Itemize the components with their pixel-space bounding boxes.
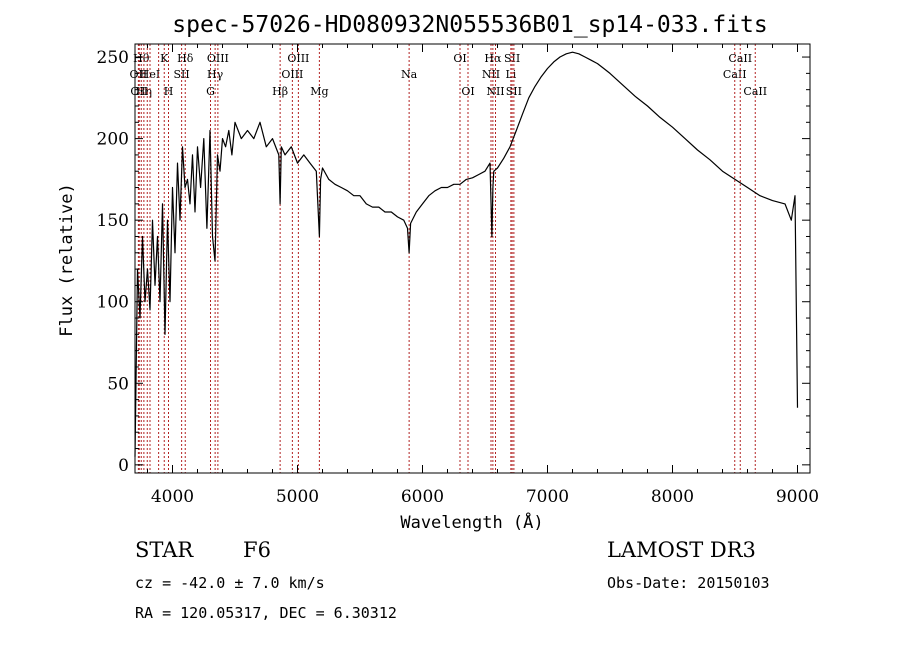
y-tick-label: 100	[97, 293, 129, 313]
y-tick-label: 150	[97, 211, 129, 231]
coordinates: RA = 120.05317, DEC = 6.30312	[135, 604, 397, 622]
line-marker-label: G	[206, 85, 215, 98]
x-tick-label: 9000	[776, 487, 819, 507]
line-marker-label: OIII	[287, 52, 309, 65]
line-marker-label: Hβ	[272, 85, 288, 98]
flux-line	[134, 51, 799, 457]
object-class: STAR	[135, 538, 194, 562]
line-marker-label: OI	[453, 52, 466, 65]
line-marker-label: Hγ	[207, 68, 224, 81]
line-marker-label: Hδ	[177, 52, 194, 65]
y-axis-label: Flux (relative)	[57, 183, 77, 337]
x-axis-label: Wavelength (Å)	[400, 511, 543, 533]
y-tick-label: 0	[118, 456, 129, 476]
object-subclass: F6	[243, 538, 271, 562]
line-marker-label: CaII	[743, 85, 767, 98]
x-tick-label: 5000	[276, 487, 319, 507]
line-marker-label: SII	[506, 85, 522, 98]
redshift-text: cz = -42.0 ± 7.0 km/s	[135, 574, 325, 592]
line-marker-label: OIII	[281, 68, 303, 81]
line-marker-label: CaII	[723, 68, 747, 81]
survey-name: LAMOST DR3	[607, 538, 756, 562]
y-tick-label: 250	[97, 48, 129, 68]
plot-frame	[134, 43, 811, 474]
line-marker-label: HeI	[140, 68, 160, 81]
line-marker-label: Hα	[484, 52, 502, 65]
line-marker-label: Na	[401, 68, 418, 81]
y-tick-label: 50	[107, 374, 129, 394]
line-marker-label: SII	[504, 52, 520, 65]
x-tick-label: 4000	[151, 487, 194, 507]
x-tick-label: 7000	[526, 487, 569, 507]
line-marker-label: Hθ	[133, 52, 150, 65]
flux-series	[134, 51, 799, 457]
line-marker-label: Li	[505, 68, 516, 81]
line-marker-label: K	[160, 52, 169, 65]
chart-title: spec-57026-HD080932N055536B01_sp14-033.f…	[172, 12, 767, 38]
axis-ticks: 4000 5000 6000 7000 8000 9000 0 50 100 150 200 250	[97, 44, 819, 507]
line-marker-label: OII	[130, 68, 148, 81]
line-marker-label: SII	[174, 68, 190, 81]
line-marker-label: OI	[461, 85, 474, 98]
spectral-line-markers: OIIOIIHθHηHeIKHSIIHδGHγOIIIHβOIIIOIIIMgN…	[130, 44, 767, 473]
line-marker-label: OIII	[207, 52, 229, 65]
line-marker-label: NII	[486, 85, 504, 98]
obs-date: Obs-Date: 20150103	[607, 574, 770, 592]
line-marker-label: CaII	[728, 52, 752, 65]
line-marker-label: Mg	[310, 85, 328, 98]
x-tick-label: 6000	[401, 487, 444, 507]
line-marker-label: Hη	[136, 85, 152, 98]
x-tick-label: 8000	[651, 487, 694, 507]
y-tick-label: 200	[97, 130, 129, 150]
line-marker-label: NII	[482, 68, 500, 81]
line-marker-label: H	[164, 85, 174, 98]
